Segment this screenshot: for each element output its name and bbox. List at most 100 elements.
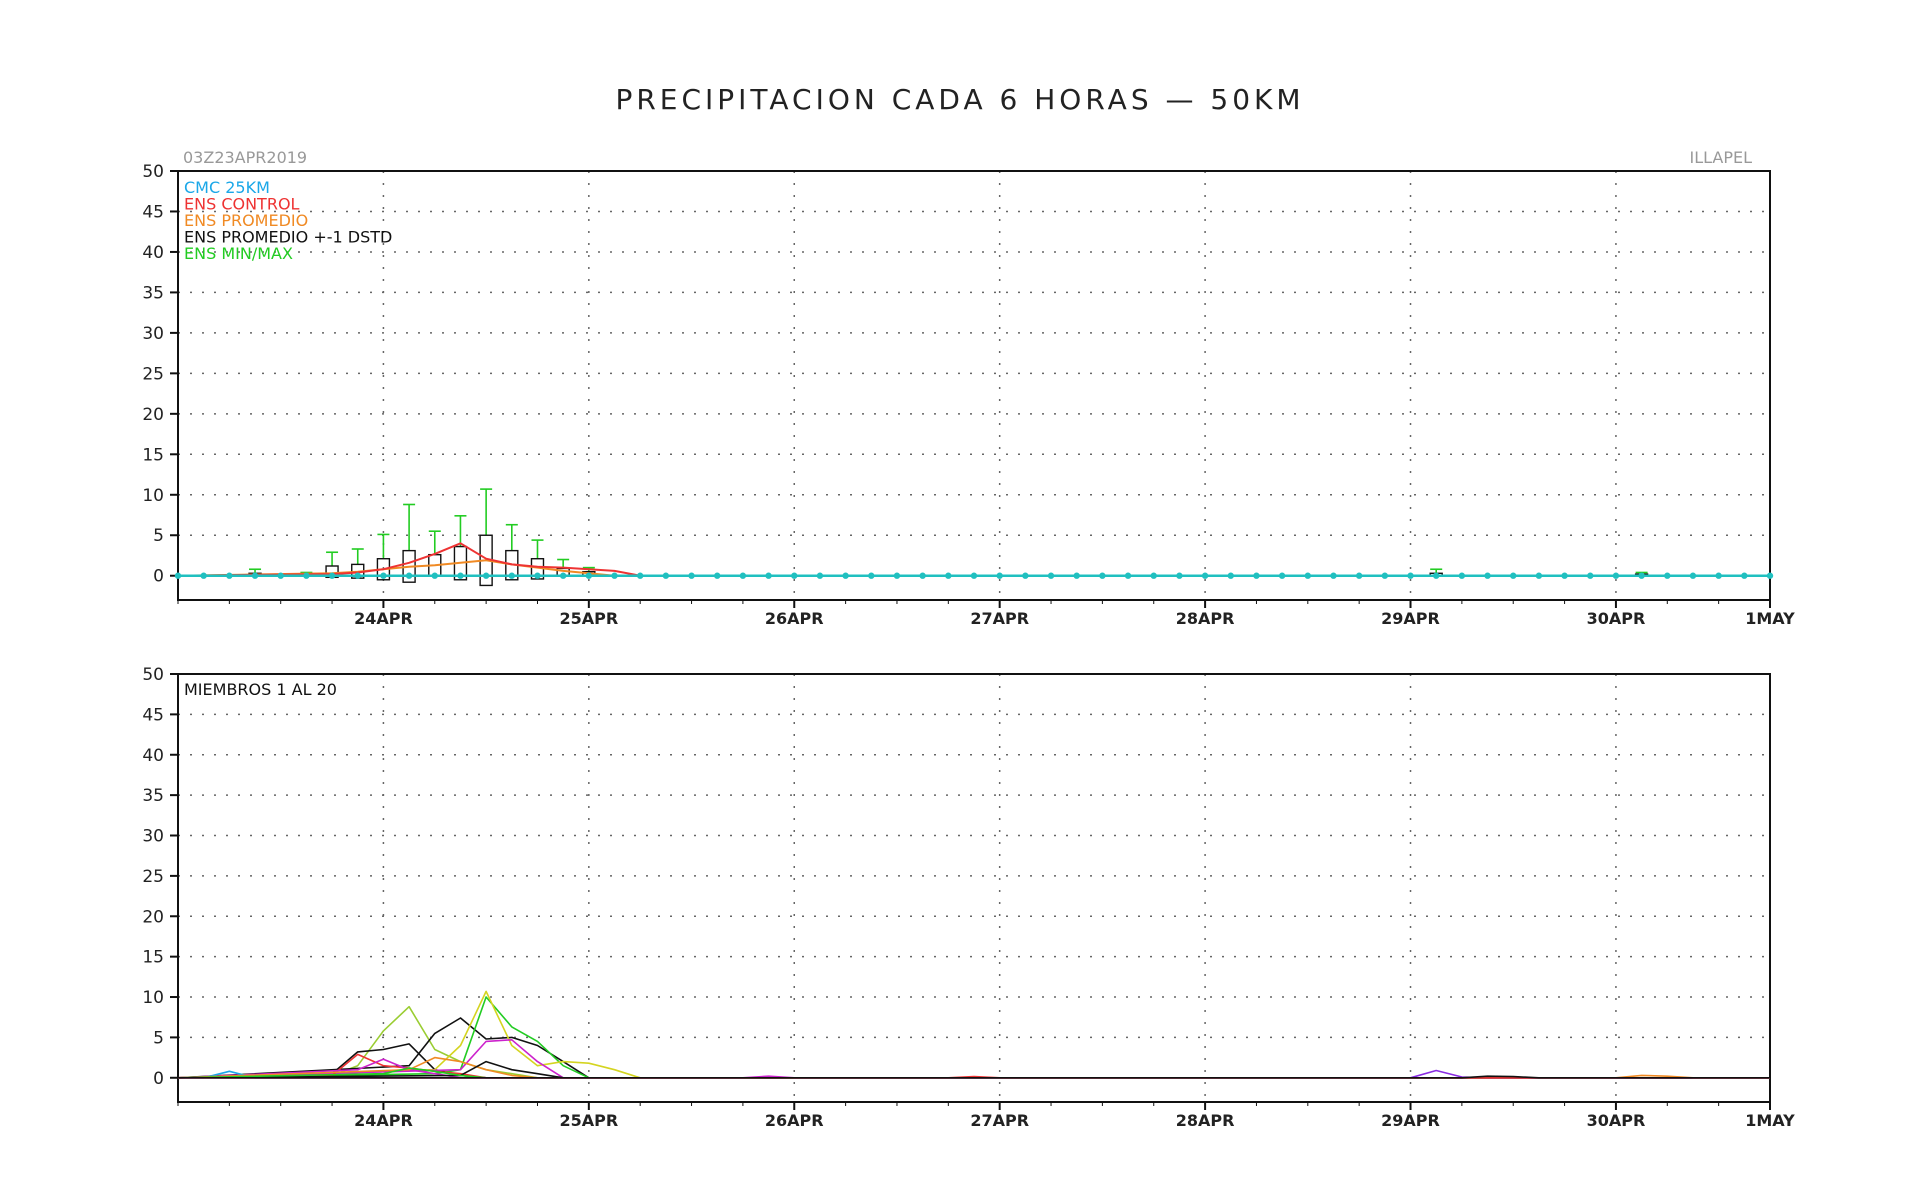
member-line bbox=[177, 1005, 1770, 1079]
cmc-point bbox=[1124, 572, 1132, 579]
ensemble-summary-panel: 0 5 10 15 20 25 30 35 40 45 50 24APR 25APR 26APR 27APR… bbox=[142, 162, 1795, 628]
y-tick-label: 35 bbox=[142, 786, 164, 806]
y-tick-label: 35 bbox=[142, 283, 164, 303]
chart-title: PRECIPITACION CADA 6 HORAS — 50KM bbox=[615, 83, 1304, 116]
y-tick-label: 50 bbox=[142, 162, 164, 182]
members-annotation: MIEMBROS 1 AL 20 bbox=[184, 680, 337, 699]
cmc-point bbox=[1381, 572, 1389, 579]
y-tick-label: 50 bbox=[142, 665, 164, 685]
station-label: ILLAPEL bbox=[1689, 148, 1752, 167]
cmc-point bbox=[1022, 572, 1029, 579]
cmc-point bbox=[765, 572, 772, 579]
member-line bbox=[178, 1075, 1770, 1079]
member-line bbox=[177, 1017, 1770, 1079]
cmc-point bbox=[816, 572, 824, 579]
plot-frame bbox=[177, 170, 1771, 601]
x-tick-label: 1MAY bbox=[1745, 1111, 1795, 1130]
cmc-point bbox=[457, 572, 464, 579]
plot-frame bbox=[177, 673, 1771, 1103]
y-tick-label: 40 bbox=[142, 243, 164, 263]
cmc-point bbox=[1432, 572, 1440, 579]
cmc-point bbox=[1484, 572, 1491, 579]
legend-item: ENS CONTROL bbox=[184, 195, 300, 214]
cmc-point bbox=[1176, 572, 1183, 579]
x-tick-label: 26APR bbox=[765, 609, 824, 628]
x-tick-label: 26APR bbox=[765, 1111, 824, 1130]
cmc-point bbox=[1741, 572, 1748, 579]
y-tick-label: 10 bbox=[142, 988, 164, 1008]
x-tick-label: 24APR bbox=[354, 1111, 413, 1130]
y-tick-label: 15 bbox=[142, 948, 164, 968]
cmc-point bbox=[226, 572, 233, 579]
cmc-point bbox=[328, 572, 336, 579]
y-tick-label: 20 bbox=[142, 405, 164, 425]
cmc-point bbox=[1638, 572, 1645, 579]
cmc-point bbox=[585, 572, 593, 579]
run-label: 03Z23APR2019 bbox=[183, 148, 307, 167]
y-tick-label: 25 bbox=[142, 364, 164, 384]
cmc-point bbox=[534, 572, 541, 579]
cmc-point bbox=[1689, 572, 1697, 579]
cmc-point bbox=[1227, 572, 1234, 579]
cmc-point bbox=[842, 572, 849, 579]
cmc-point bbox=[996, 572, 1003, 579]
cmc-point bbox=[1150, 572, 1157, 579]
x-tick-label: 28APR bbox=[1176, 609, 1235, 628]
cmc-point bbox=[174, 572, 182, 579]
cmc-point bbox=[1612, 572, 1620, 579]
legend-item: ENS PROMEDIO bbox=[184, 211, 308, 230]
cmc-point bbox=[1458, 572, 1466, 579]
cmc-point bbox=[1535, 572, 1543, 579]
cmc-point bbox=[662, 572, 670, 579]
y-tick-label: 5 bbox=[153, 526, 164, 546]
cmc-point bbox=[200, 572, 207, 579]
y-tick-label: 40 bbox=[142, 746, 164, 766]
legend-item: ENS PROMEDIO +-1 DSTD bbox=[184, 228, 392, 247]
cmc-point bbox=[482, 572, 490, 579]
y-tick-label: 0 bbox=[153, 567, 164, 587]
cmc-point bbox=[636, 572, 644, 579]
cmc-point bbox=[893, 572, 901, 579]
cmc-point bbox=[1715, 572, 1722, 579]
y-tick-label: 45 bbox=[142, 202, 164, 222]
cmc-point bbox=[714, 572, 721, 579]
legend-item: CMC 25KM bbox=[184, 178, 270, 197]
cmc-point bbox=[970, 572, 978, 579]
cmc-point bbox=[1047, 572, 1055, 579]
x-tick-label: 30APR bbox=[1587, 609, 1646, 628]
cmc-point bbox=[611, 572, 618, 579]
cmc-point bbox=[1253, 572, 1260, 579]
cmc-point bbox=[380, 572, 387, 579]
cmc-point bbox=[868, 572, 875, 579]
cmc-point bbox=[1561, 572, 1568, 579]
member-line bbox=[177, 1043, 1770, 1079]
x-tick-label: 24APR bbox=[354, 609, 413, 628]
y-tick-label: 30 bbox=[142, 827, 164, 847]
x-tick-label: 1MAY bbox=[1745, 609, 1795, 628]
y-tick-label: 5 bbox=[153, 1028, 164, 1048]
cmc-point bbox=[1073, 572, 1080, 579]
cmc-point bbox=[1587, 572, 1594, 579]
cmc-point bbox=[1664, 572, 1671, 579]
cmc-point bbox=[1355, 572, 1363, 579]
cmc-point bbox=[559, 572, 567, 579]
x-tick-label: 27APR bbox=[970, 1111, 1029, 1130]
x-tick-label: 29APR bbox=[1381, 1111, 1440, 1130]
cmc-point bbox=[431, 572, 438, 579]
cmc-point bbox=[739, 572, 747, 579]
x-tick-label: 25APR bbox=[559, 609, 618, 628]
member-line bbox=[177, 990, 1770, 1079]
cmc-point bbox=[1099, 572, 1106, 579]
y-tick-label: 30 bbox=[142, 324, 164, 344]
cmc-point bbox=[1201, 572, 1209, 579]
y-tick-label: 20 bbox=[142, 907, 164, 927]
x-tick-label: 27APR bbox=[970, 609, 1029, 628]
cmc-point bbox=[919, 572, 926, 579]
cmc-point bbox=[1330, 572, 1337, 579]
y-tick-label: 25 bbox=[142, 867, 164, 887]
x-tick-label: 25APR bbox=[559, 1111, 618, 1130]
cmc-point bbox=[1304, 572, 1312, 579]
cmc-point bbox=[277, 572, 284, 579]
y-tick-label: 45 bbox=[142, 705, 164, 725]
